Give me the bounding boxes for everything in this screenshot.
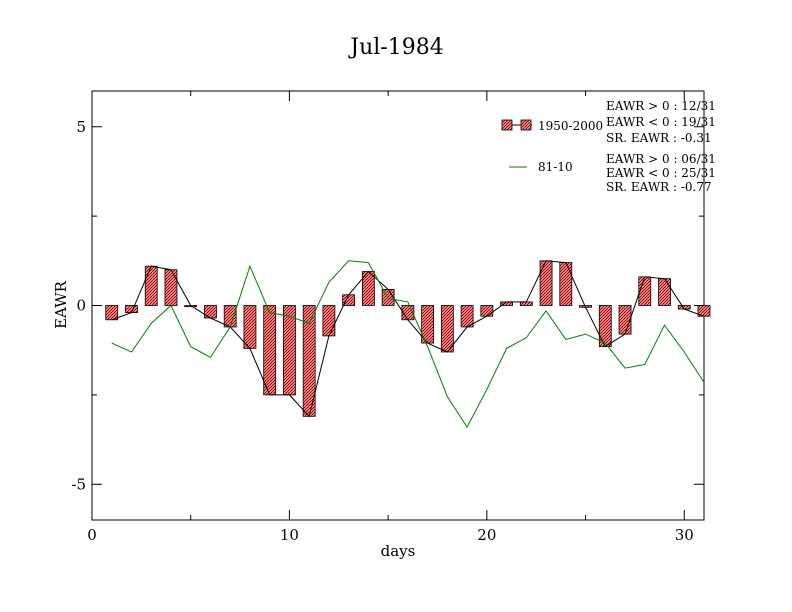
bar-1950-2000 bbox=[105, 305, 119, 321]
bar-series-1950-2000 bbox=[105, 260, 711, 417]
stats-81-10-sr: SR. EAWR : -0.77 bbox=[606, 180, 712, 194]
line-1950-2000 bbox=[111, 260, 705, 418]
bar-1950-2000 bbox=[223, 305, 237, 328]
stats-81-10-positive: EAWR > 0 : 06/31 bbox=[606, 152, 716, 166]
axis-ticks: 0 10 20 30 5 0 -5 bbox=[71, 91, 704, 544]
x-tick-label: 20 bbox=[477, 526, 496, 544]
bar-1950-2000 bbox=[144, 265, 158, 306]
y-tick-label: 5 bbox=[76, 118, 86, 136]
bar-1950-2000 bbox=[460, 305, 474, 328]
bar-1950-2000 bbox=[283, 305, 296, 396]
bar-1950-2000 bbox=[204, 305, 217, 319]
bar-1950-2000 bbox=[243, 305, 257, 349]
bar-1950-2000 bbox=[539, 260, 553, 306]
legend-swatch-1950-2000-right bbox=[520, 119, 532, 131]
bar-1950-2000 bbox=[440, 305, 454, 353]
bar-1950-2000 bbox=[598, 305, 612, 348]
stats-81-10-negative: EAWR < 0 : 25/31 bbox=[606, 166, 716, 180]
stats-1950-2000-positive: EAWR > 0 : 12/31 bbox=[606, 99, 716, 113]
bar-1950-2000 bbox=[164, 269, 178, 306]
bar-1950-2000 bbox=[658, 278, 671, 306]
bar-1950-2000 bbox=[618, 305, 632, 335]
x-tick-label: 10 bbox=[280, 526, 299, 544]
x-tick-label: 30 bbox=[675, 526, 694, 544]
bar-1950-2000 bbox=[559, 262, 573, 306]
y-axis-label: EAWR bbox=[52, 280, 70, 329]
line-81-10 bbox=[111, 260, 705, 429]
stats-1950-2000-sr: SR. EAWR : -0.31 bbox=[606, 131, 712, 145]
legend-swatch-1950-2000-left bbox=[501, 119, 513, 131]
legend-label-1950-2000: 1950-2000 bbox=[538, 119, 603, 133]
bar-1950-2000 bbox=[263, 305, 277, 396]
bar-1950-2000 bbox=[322, 305, 336, 337]
stats-block-81-10: EAWR > 0 : 06/31 EAWR < 0 : 25/31 SR. EA… bbox=[606, 152, 716, 194]
line-layer bbox=[111, 260, 705, 429]
bar-1950-2000 bbox=[519, 301, 533, 306]
y-tick-label: -5 bbox=[71, 475, 86, 493]
y-tick-label: 0 bbox=[76, 297, 86, 315]
stats-1950-2000-negative: EAWR < 0 : 19/31 bbox=[606, 115, 716, 129]
legend-label-81-10: 81-10 bbox=[538, 160, 573, 174]
bar-1950-2000 bbox=[480, 305, 494, 317]
stats-block-1950-2000: EAWR > 0 : 12/31 EAWR < 0 : 19/31 SR. EA… bbox=[606, 99, 716, 145]
x-tick-label: 0 bbox=[87, 526, 97, 544]
chart-title: Jul-1984 bbox=[348, 35, 443, 60]
legend: 1950-2000 81-10 bbox=[501, 119, 603, 174]
x-axis-label: days bbox=[381, 542, 416, 560]
bar-1950-2000 bbox=[638, 276, 652, 306]
